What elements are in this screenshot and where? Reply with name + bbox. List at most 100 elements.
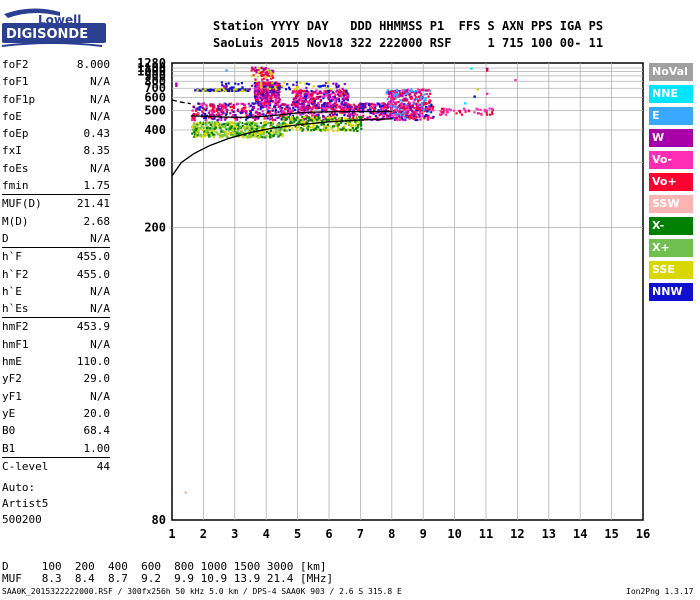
echo-point: [290, 109, 293, 112]
echo-point: [255, 69, 258, 72]
echo-point: [202, 126, 205, 129]
echo-point: [340, 90, 343, 93]
echo-point: [268, 106, 271, 110]
echo-point: [335, 98, 338, 101]
echo-point: [270, 98, 273, 101]
echo-point: [306, 105, 309, 108]
echo-point: [301, 115, 304, 118]
echo-point: [374, 112, 378, 115]
echo-point: [220, 134, 223, 137]
echo-point: [308, 100, 312, 103]
echo-point: [241, 89, 244, 92]
echo-point: [368, 117, 371, 120]
echo-point: [294, 98, 297, 101]
echo-point: [202, 135, 205, 138]
echo-point: [210, 116, 213, 119]
echo-point: [394, 116, 397, 119]
echo-point: [286, 105, 289, 108]
echo-point: [312, 85, 315, 88]
sparse-echo-point: [464, 102, 467, 105]
echo-point: [209, 103, 212, 106]
echo-point: [216, 133, 219, 136]
echo-point: [335, 89, 339, 92]
echo-point: [229, 89, 232, 93]
echo-point: [323, 125, 326, 128]
echo-point: [223, 123, 227, 126]
echo-point: [274, 111, 277, 114]
echo-point: [228, 89, 231, 92]
echo-point: [403, 89, 406, 92]
echo-point: [290, 117, 293, 120]
echo-point: [394, 118, 397, 121]
echo-point: [327, 102, 330, 105]
echo-point: [277, 111, 280, 114]
echo-point: [258, 114, 261, 117]
echo-point: [225, 112, 228, 115]
echo-point: [267, 93, 270, 96]
echo-point: [275, 116, 278, 119]
echo-point: [272, 71, 275, 74]
x-tick-label: 2: [200, 527, 207, 541]
echo-point: [428, 101, 431, 104]
echo-point: [259, 121, 263, 125]
echo-point: [266, 74, 269, 77]
echo-point: [313, 124, 316, 127]
echo-point: [192, 124, 195, 127]
echo-point: [275, 88, 278, 91]
echo-point: [347, 103, 350, 106]
echo-point: [483, 108, 486, 111]
echo-point: [263, 77, 266, 80]
echo-point: [272, 90, 275, 93]
echo-point: [281, 133, 284, 136]
echo-point: [419, 99, 422, 102]
echo-point: [344, 107, 347, 110]
param-value: 453.9: [76, 320, 110, 334]
x-tick-label: 1: [168, 527, 175, 541]
echo-point: [388, 115, 391, 118]
echo-point: [254, 132, 257, 136]
echo-point: [292, 104, 296, 107]
echo-point: [264, 94, 268, 97]
echo-point: [250, 135, 253, 138]
echo-point: [313, 100, 316, 103]
echo-point: [425, 89, 428, 92]
echo-point: [248, 134, 251, 137]
echo-point: [262, 81, 265, 84]
echo-point: [384, 104, 387, 107]
echo-point: [283, 123, 286, 126]
echo-point: [371, 103, 375, 106]
echo-point: [360, 124, 363, 127]
echo-point: [394, 113, 397, 116]
echo-point: [323, 91, 326, 94]
echo-point: [405, 111, 408, 114]
echo-point: [404, 115, 407, 118]
echo-point: [399, 108, 402, 111]
echo-point: [439, 110, 442, 113]
echo-point: [255, 128, 258, 131]
echo-point: [256, 113, 259, 116]
echo-point: [228, 103, 231, 106]
echo-point: [369, 104, 372, 107]
echo-point: [248, 112, 251, 116]
echo-point: [438, 113, 442, 116]
echo-point: [248, 88, 251, 91]
echo-point: [207, 111, 210, 114]
echo-point: [200, 133, 203, 136]
echo-point: [262, 113, 265, 116]
echo-point: [419, 112, 422, 115]
echo-point: [381, 106, 384, 109]
echo-point: [387, 111, 390, 114]
echo-point: [229, 121, 232, 124]
param-name: yF2: [2, 372, 22, 386]
echo-point: [267, 100, 270, 103]
echo-point: [338, 111, 342, 114]
echo-point: [380, 102, 383, 105]
echo-point: [217, 106, 220, 109]
echo-point: [265, 71, 268, 74]
echo-point: [354, 121, 357, 124]
echo-point: [241, 86, 244, 89]
echo-point: [213, 117, 216, 120]
echo-point: [373, 103, 376, 106]
echo-point: [284, 117, 287, 120]
echo-point: [311, 119, 314, 122]
